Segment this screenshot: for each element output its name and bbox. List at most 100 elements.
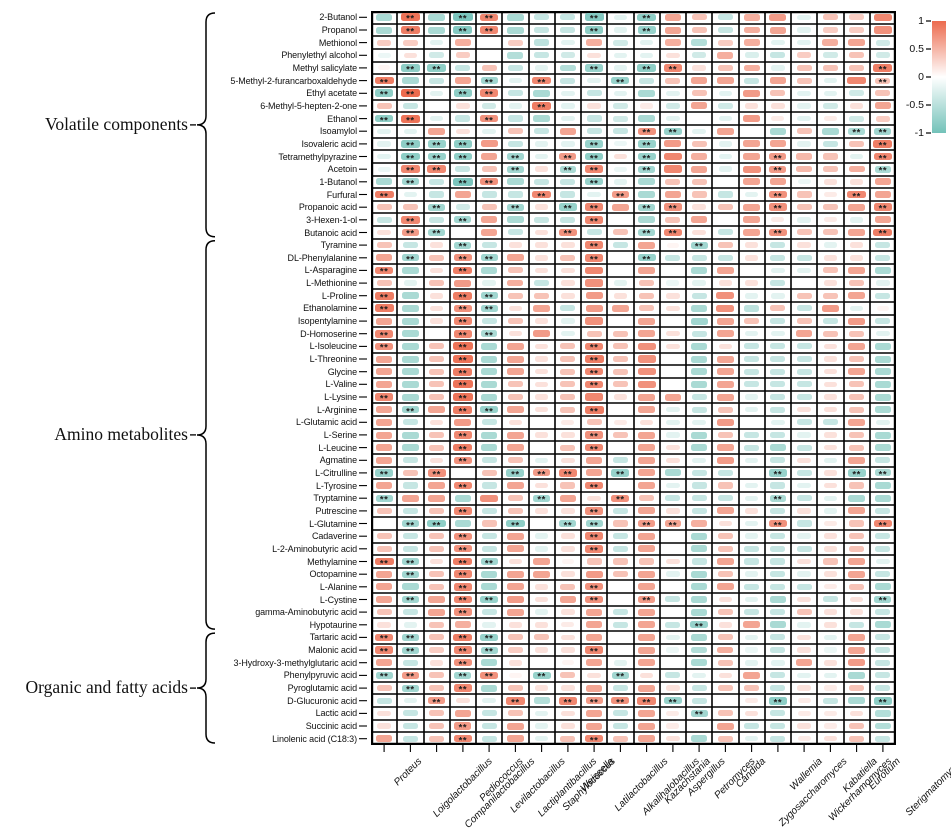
heatmap-cell bbox=[666, 710, 680, 716]
heatmap-cell bbox=[638, 241, 655, 249]
heatmap-cell bbox=[664, 13, 682, 21]
significance-marker: ** bbox=[589, 343, 599, 355]
heatmap-cell bbox=[403, 622, 418, 628]
heatmap-cell bbox=[796, 444, 812, 451]
heatmap-cell bbox=[666, 419, 680, 425]
heatmap-cell bbox=[375, 342, 394, 350]
heatmap-cell bbox=[797, 736, 811, 742]
row-label: D-Glucuronic acid bbox=[287, 695, 357, 706]
heatmap-cell bbox=[849, 355, 865, 363]
heatmap-cell bbox=[454, 279, 472, 287]
significance-marker: ** bbox=[589, 178, 599, 190]
heatmap-cell bbox=[796, 393, 812, 401]
heatmap-cell bbox=[507, 254, 524, 262]
heatmap-cell bbox=[717, 735, 733, 742]
heatmap-cell bbox=[561, 685, 575, 691]
heatmap-cell bbox=[744, 444, 760, 451]
heatmap-cell bbox=[612, 343, 628, 350]
heatmap-cell bbox=[797, 622, 811, 628]
heatmap-cell bbox=[639, 39, 654, 46]
significance-marker: ** bbox=[406, 672, 415, 684]
significance-marker: ** bbox=[589, 697, 599, 709]
heatmap-cell bbox=[402, 710, 418, 717]
heatmap-cell bbox=[849, 115, 864, 122]
heatmap-cell bbox=[848, 165, 865, 173]
heatmap-cell bbox=[429, 216, 445, 223]
heatmap-cell bbox=[874, 710, 891, 717]
heatmap-cell bbox=[584, 342, 604, 351]
heatmap-cell bbox=[585, 697, 603, 705]
heatmap-cell bbox=[796, 419, 812, 426]
group-brace bbox=[196, 12, 216, 238]
significance-marker: ** bbox=[406, 596, 415, 608]
significance-marker: ** bbox=[773, 153, 783, 165]
heatmap-cell bbox=[403, 39, 418, 46]
significance-marker: ** bbox=[511, 153, 520, 165]
heatmap-cell bbox=[612, 431, 628, 438]
heatmap-cell bbox=[691, 140, 707, 147]
heatmap-cell bbox=[797, 571, 811, 577]
heatmap-cell bbox=[534, 457, 549, 463]
significance-marker: ** bbox=[406, 115, 415, 127]
heatmap-cell bbox=[533, 330, 551, 338]
heatmap-cell bbox=[561, 634, 575, 641]
heatmap-cell bbox=[848, 646, 865, 654]
heatmap-cell bbox=[692, 65, 706, 71]
heatmap-cell bbox=[663, 165, 683, 174]
heatmap-cell bbox=[875, 52, 891, 59]
heatmap-cell bbox=[638, 393, 655, 401]
significance-marker: ** bbox=[458, 343, 468, 355]
heatmap-cell bbox=[823, 735, 838, 742]
heatmap-cell bbox=[797, 685, 811, 691]
row-label: Putrescine bbox=[315, 505, 357, 516]
heatmap-cell bbox=[717, 507, 734, 515]
heatmap-cell bbox=[402, 722, 418, 730]
significance-marker: ** bbox=[589, 381, 599, 393]
heatmap-cell bbox=[587, 672, 601, 679]
heatmap-cell bbox=[691, 393, 707, 401]
heatmap-cell bbox=[375, 570, 393, 578]
heatmap-cell bbox=[666, 735, 680, 742]
heatmap-cell bbox=[875, 545, 891, 552]
significance-marker: ** bbox=[432, 697, 441, 709]
significance-marker: ** bbox=[458, 482, 468, 494]
heatmap-cell bbox=[874, 621, 892, 629]
heatmap-cell bbox=[849, 103, 864, 109]
significance-marker: ** bbox=[458, 216, 468, 228]
heatmap-cell bbox=[534, 609, 549, 615]
heatmap-cell bbox=[873, 696, 893, 705]
heatmap-cell bbox=[453, 177, 473, 186]
heatmap-cell bbox=[612, 368, 628, 375]
heatmap-cell bbox=[768, 519, 787, 528]
heatmap-cell bbox=[690, 355, 708, 363]
heatmap-cell bbox=[665, 495, 681, 502]
heatmap-cell bbox=[823, 394, 838, 400]
heatmap-cell bbox=[507, 710, 523, 717]
heatmap-cell bbox=[664, 26, 682, 34]
heatmap-cell bbox=[873, 26, 892, 34]
heatmap-cell bbox=[690, 77, 708, 85]
heatmap-cell bbox=[585, 659, 603, 667]
heatmap-cell bbox=[849, 179, 864, 185]
heatmap-cell bbox=[771, 217, 785, 223]
row-label: D-Homoserine bbox=[300, 328, 357, 339]
heatmap-cell bbox=[717, 634, 733, 641]
heatmap-cell bbox=[638, 406, 655, 414]
heatmap-cell bbox=[770, 254, 786, 261]
significance-marker: ** bbox=[773, 229, 783, 241]
heatmap-cell bbox=[587, 52, 601, 58]
heatmap-cell bbox=[666, 634, 680, 641]
heatmap-cell bbox=[453, 684, 473, 692]
significance-marker: ** bbox=[379, 672, 389, 684]
heatmap-cell bbox=[561, 647, 575, 653]
heatmap-cell bbox=[374, 304, 394, 313]
heatmap-cell bbox=[612, 722, 628, 730]
heatmap-cell bbox=[507, 90, 523, 97]
heatmap-cell bbox=[585, 519, 603, 528]
row-label: Phenylethyl alcohol bbox=[281, 50, 357, 61]
heatmap-cell bbox=[666, 647, 680, 653]
heatmap-cell bbox=[875, 659, 891, 666]
heatmap-cell bbox=[875, 507, 891, 514]
significance-marker: ** bbox=[458, 267, 468, 279]
heatmap-cell bbox=[743, 115, 761, 123]
